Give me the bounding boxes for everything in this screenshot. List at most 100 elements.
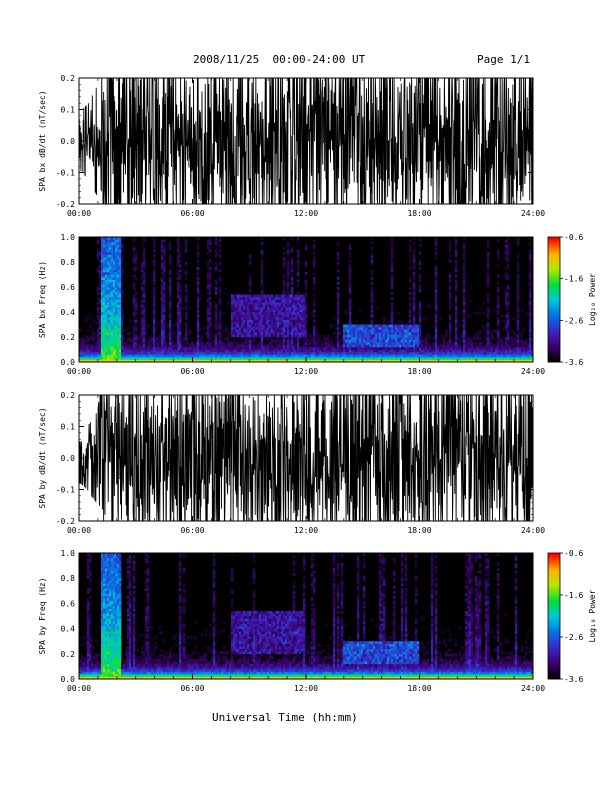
spectrogram-cell bbox=[221, 347, 224, 350]
spectrogram-cell bbox=[295, 327, 298, 330]
spectrogram-cell bbox=[109, 297, 112, 300]
spectrogram-cell bbox=[147, 349, 150, 353]
spectrogram-cell bbox=[397, 359, 400, 363]
spectrogram-cell bbox=[99, 327, 102, 330]
spectrogram-cell bbox=[377, 334, 380, 338]
spectrogram-cell bbox=[141, 324, 144, 328]
spectrogram-cell bbox=[395, 324, 398, 328]
spectrogram-cell bbox=[405, 344, 408, 348]
spectrogram-cell bbox=[455, 339, 458, 343]
spectrogram-cell bbox=[387, 334, 390, 338]
spectrogram-cell bbox=[121, 297, 124, 300]
spectrogram-cell bbox=[353, 329, 356, 333]
spectrogram-cell bbox=[111, 357, 114, 360]
spectrogram-cell bbox=[219, 244, 222, 248]
spectrogram-cell bbox=[283, 279, 286, 283]
spectrogram-cell bbox=[263, 344, 266, 348]
spectrogram-cell bbox=[197, 272, 200, 275]
spectrogram-cell bbox=[207, 284, 210, 288]
spectrogram-cell bbox=[243, 359, 246, 363]
spectrogram-cell bbox=[109, 299, 112, 303]
spectrogram-cell bbox=[109, 317, 112, 320]
spectrogram-cell bbox=[283, 312, 286, 315]
spectrogram-cell bbox=[529, 324, 532, 328]
spectrogram-cell bbox=[259, 317, 262, 320]
spectrogram-cell bbox=[247, 354, 250, 358]
spectrogram-cell bbox=[133, 284, 136, 288]
spectrogram-cell bbox=[103, 272, 106, 275]
spectrogram-cell bbox=[261, 304, 264, 308]
spectrogram-cell bbox=[263, 324, 266, 328]
spectrogram-cell bbox=[199, 337, 202, 340]
spectrogram-cell bbox=[145, 344, 148, 348]
spectrogram-cell bbox=[469, 342, 472, 345]
spectrogram-cell bbox=[333, 347, 336, 350]
spectrogram-cell bbox=[381, 332, 384, 335]
spectrogram-cell bbox=[105, 277, 108, 280]
spectrogram-cell bbox=[351, 324, 354, 328]
spectrogram-cell bbox=[283, 274, 286, 278]
spectrogram-cell bbox=[289, 334, 292, 338]
spectrogram-cell bbox=[127, 347, 130, 350]
spectrogram-cell bbox=[225, 359, 228, 363]
spectrogram-cell bbox=[517, 282, 520, 285]
spectrogram-cell bbox=[349, 287, 352, 290]
spectrogram-cell bbox=[101, 347, 104, 350]
spectrogram-cell bbox=[269, 344, 272, 348]
spectrogram-cell bbox=[379, 332, 382, 335]
spectrogram-cell bbox=[143, 357, 146, 360]
spectrogram-cell bbox=[349, 259, 352, 263]
spectrogram-cell bbox=[257, 299, 260, 303]
spectrogram-cell bbox=[209, 324, 212, 328]
spectrogram-cell bbox=[491, 357, 494, 360]
spectrogram-cell bbox=[145, 347, 148, 350]
spectrogram-cell bbox=[297, 264, 300, 268]
spectrogram-cell bbox=[119, 279, 122, 283]
spectrogram-cell bbox=[381, 334, 384, 338]
spectrogram-cell bbox=[387, 349, 390, 353]
spectrogram-cell bbox=[259, 352, 262, 355]
y-axis-label: SPA bx Freq (Hz) bbox=[38, 261, 47, 338]
spectrogram-cell bbox=[405, 337, 408, 340]
spectrogram-cell bbox=[353, 339, 356, 343]
spectrogram-cell bbox=[265, 322, 268, 325]
spectrogram-cell bbox=[359, 337, 362, 340]
spectrogram-cell bbox=[287, 274, 290, 278]
spectrogram-cell bbox=[257, 349, 260, 353]
spectrogram-cell bbox=[289, 327, 292, 330]
spectrogram-cell bbox=[107, 284, 110, 288]
spectrogram-cell bbox=[273, 302, 276, 305]
spectrogram-cell bbox=[197, 282, 200, 285]
spectrogram-cell bbox=[283, 284, 286, 288]
spectrogram-cell bbox=[455, 347, 458, 350]
spectrogram-cell bbox=[363, 352, 366, 355]
spectrogram-cell bbox=[413, 329, 416, 333]
spectrogram-cell bbox=[415, 339, 418, 343]
spectrogram-cell bbox=[253, 317, 256, 320]
spectrogram-cell bbox=[259, 304, 262, 308]
spectrogram-cell bbox=[521, 354, 524, 358]
spectrogram-cell bbox=[273, 317, 276, 320]
spectrogram-cell bbox=[93, 334, 96, 338]
spectrogram-cell bbox=[117, 257, 120, 260]
spectrogram-cell bbox=[135, 254, 138, 258]
spectrogram-cell bbox=[419, 334, 422, 338]
colorbar-tick-label: -2.6 bbox=[564, 316, 583, 325]
spectrogram-cell bbox=[503, 319, 506, 323]
spectrogram-cell bbox=[97, 329, 100, 333]
spectrogram-cell bbox=[291, 314, 294, 318]
spectrogram-cell bbox=[493, 359, 496, 363]
spectrogram-cell bbox=[349, 339, 352, 343]
spectrogram-cell bbox=[217, 357, 220, 360]
spectrogram-cell bbox=[113, 269, 116, 273]
spectrogram-cell bbox=[337, 314, 340, 318]
spectrogram-cell bbox=[197, 302, 200, 305]
spectrogram-cell bbox=[369, 329, 372, 333]
spectrogram-cell bbox=[243, 357, 246, 360]
spectrogram-cell bbox=[297, 284, 300, 288]
spectrogram-cell bbox=[507, 249, 510, 253]
spectrogram-cell bbox=[117, 302, 120, 305]
spectrogram-cell bbox=[215, 319, 218, 323]
spectrogram-cell bbox=[285, 327, 288, 330]
spectrogram-cell bbox=[349, 307, 352, 310]
